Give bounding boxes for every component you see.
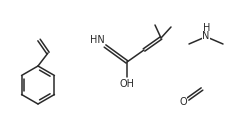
Text: HN: HN [90, 35, 104, 45]
Text: O: O [179, 97, 187, 107]
Text: H: H [203, 23, 211, 33]
Text: N: N [202, 31, 210, 41]
Text: OH: OH [120, 79, 135, 89]
